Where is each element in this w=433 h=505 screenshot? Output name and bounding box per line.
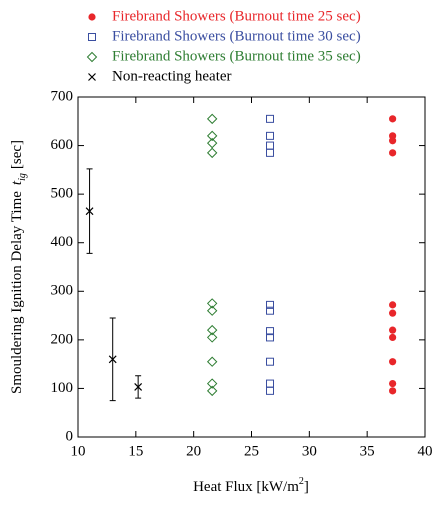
x-tick-label: 10 (71, 443, 86, 459)
x-tick-label: 35 (360, 443, 375, 459)
point (206, 385, 218, 397)
point (206, 324, 218, 336)
point (266, 306, 275, 315)
x-axis-label: Heat Flux [kW/m2] (193, 476, 309, 495)
x-tick-label: 20 (186, 443, 201, 459)
point (266, 300, 275, 309)
point (206, 130, 218, 142)
y-label-text: Smouldering Ignition Delay Time (9, 191, 25, 394)
y-tick-label: 600 (51, 137, 74, 153)
point (266, 327, 275, 336)
point (206, 113, 218, 125)
x-label-text: Heat Flux [kW/m (193, 479, 299, 495)
point (266, 131, 275, 140)
point (266, 333, 275, 342)
point (206, 332, 218, 343)
x-tick-label: 15 (128, 443, 143, 459)
point (389, 333, 397, 342)
point (389, 326, 397, 334)
point (389, 149, 397, 157)
point (206, 378, 218, 389)
point (206, 305, 218, 316)
legend-label: Firebrand Showers (Burnout time 25 sec) (112, 8, 361, 24)
point (108, 355, 117, 364)
legend-marker (88, 73, 96, 81)
point (389, 137, 397, 145)
y-tick-label: 300 (51, 283, 74, 299)
legend-label: Firebrand Showers (Burnout time 35 sec) (112, 48, 361, 64)
x-tick-label: 25 (244, 443, 259, 459)
x-tick-label: 40 (418, 443, 433, 459)
point (85, 207, 94, 216)
y-label-var: t (9, 180, 25, 185)
point (266, 379, 275, 388)
point (266, 357, 275, 366)
legend-label: Non-reacting heater (112, 68, 232, 84)
y-tick-label: 700 (51, 88, 74, 104)
legend-marker (88, 13, 96, 21)
point (134, 383, 143, 391)
legend-label: Firebrand Showers (Burnout time 30 sec) (112, 28, 361, 44)
x-label-end: ] (304, 479, 309, 495)
point (206, 137, 218, 149)
plot-frame (77, 96, 426, 438)
point (266, 386, 275, 395)
x-label-sup: 2 (299, 476, 304, 487)
point (266, 141, 275, 150)
y-tick-label: 0 (66, 428, 74, 444)
y-axis-label: Smouldering Ignition Delay Time tig [sec] (9, 140, 28, 394)
y-tick-label: 400 (51, 234, 74, 250)
point (206, 298, 218, 309)
point (389, 301, 397, 309)
y-tick-label: 500 (51, 186, 74, 202)
point (206, 147, 218, 159)
point (389, 115, 397, 123)
point (266, 148, 275, 157)
y-label-sub: ig (17, 173, 28, 181)
y-tick-label: 100 (51, 380, 74, 396)
point (389, 379, 397, 388)
legend-marker (86, 51, 98, 63)
y-tick-label: 200 (51, 331, 74, 347)
legend-marker (88, 33, 96, 41)
point (266, 114, 275, 123)
y-label-unit: [sec] (9, 140, 25, 169)
point (206, 356, 218, 367)
x-tick-label: 30 (302, 443, 317, 459)
point (389, 309, 397, 317)
point (389, 387, 397, 395)
point (389, 358, 397, 366)
